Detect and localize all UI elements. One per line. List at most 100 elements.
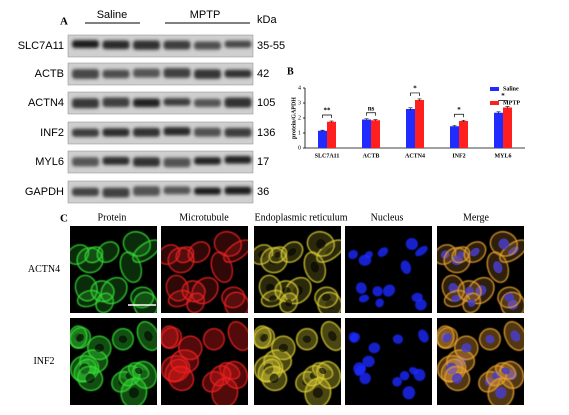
row-label: ACTN4 [28,264,60,275]
cell [187,241,211,263]
nucleus [402,386,416,400]
error-bar [329,120,334,123]
cell [96,241,120,263]
cell [203,328,225,351]
column-header: Endoplasmic reticulum [254,212,347,223]
nucleus-void [76,333,85,342]
protein-label: GAPDH [25,186,64,198]
blot-band [102,156,130,165]
nucleus [411,292,423,303]
weight-label: 136 [257,127,275,139]
blot-background [67,180,254,204]
nucleus [355,282,367,294]
nucleus [377,247,389,257]
cell [186,292,205,313]
micrograph [345,318,432,405]
blot-band [133,186,160,196]
nucleus [392,376,402,387]
significance-label: * [501,92,505,100]
blot-background [67,34,254,58]
significance-label: * [413,85,417,93]
panel-label: A [60,16,68,28]
blot-band [133,127,160,137]
blot-band [72,128,99,137]
image-background [345,318,432,405]
cell [95,292,114,313]
nucleus-void [278,343,288,353]
micrograph [254,226,341,313]
cell [122,231,151,257]
blot-band [194,127,221,137]
nucleus [350,332,361,343]
blot-band [224,97,252,108]
significance-label: ** [324,107,332,115]
error-bar [417,98,422,102]
nucleus [415,245,428,257]
nucleus [493,261,503,274]
blot-panel: SLC7A11 35-55 ACTB 42 ACTN4 105 INF2 136 MYL6 17 G… [18,34,285,204]
nucleus [452,373,463,384]
micrograph [161,318,248,405]
nucleus [348,249,358,260]
blot-band [133,157,160,167]
protein-label: MYL6 [35,156,64,168]
blot-band [224,40,252,48]
blot-band [133,40,160,50]
blot-band [194,157,221,165]
significance-bracket [366,112,376,116]
nucleus [359,372,371,385]
significance-bracket [410,92,420,96]
x-tick-label: MYL6 [495,153,512,159]
cell [178,335,203,361]
y-tick-label: 2 [298,115,301,121]
group-label: Saline [97,9,128,21]
nucleus [382,284,396,297]
nucleus-void [312,387,323,398]
blot-band [72,69,99,79]
nucleus-void [319,367,327,375]
bar [371,120,380,148]
nucleus-void [321,293,331,301]
bar [450,126,459,148]
significance-bracket [322,114,332,118]
nucleus [409,367,419,375]
blot-band [194,41,221,50]
y-tick-label: 3 [298,100,301,106]
micrograph [437,226,524,313]
x-tick-label: INF2 [452,153,465,159]
nucleus [467,298,476,307]
blot-band [194,187,221,195]
error-bar [408,107,413,111]
nucleus [353,362,366,376]
x-tick-label: SLC7A11 [315,153,340,159]
nucleus [495,386,507,399]
x-tick-label: ACTN4 [405,153,425,159]
nucleus [399,371,410,381]
cell [227,321,248,351]
nucleus [470,247,480,257]
nucleus [368,342,381,354]
blot-band [133,68,160,78]
nucleus-void [118,335,128,343]
blot-band [163,40,191,50]
blot-band [102,40,130,50]
blot-band [194,98,221,107]
blot-background [67,150,254,174]
nucleus [375,298,384,308]
micrograph [70,318,157,405]
bar [494,112,503,148]
blot-band [72,40,99,49]
nucleus [510,330,521,342]
blot-band [163,186,191,195]
bar-chart: 01234SLC7A11**ACTBnsACTN4*INF2*MYL6*Sali… [298,85,525,159]
micrograph [70,226,157,313]
nucleus [372,286,383,297]
group-label: MPTP [190,9,221,21]
error-bar [373,119,378,121]
protein-label: SLC7A11 [18,40,64,52]
legend-label: MPTP [503,100,520,106]
blot-background [67,121,254,145]
nucleus [358,294,370,303]
cell [213,231,242,257]
micrograph [345,226,432,313]
